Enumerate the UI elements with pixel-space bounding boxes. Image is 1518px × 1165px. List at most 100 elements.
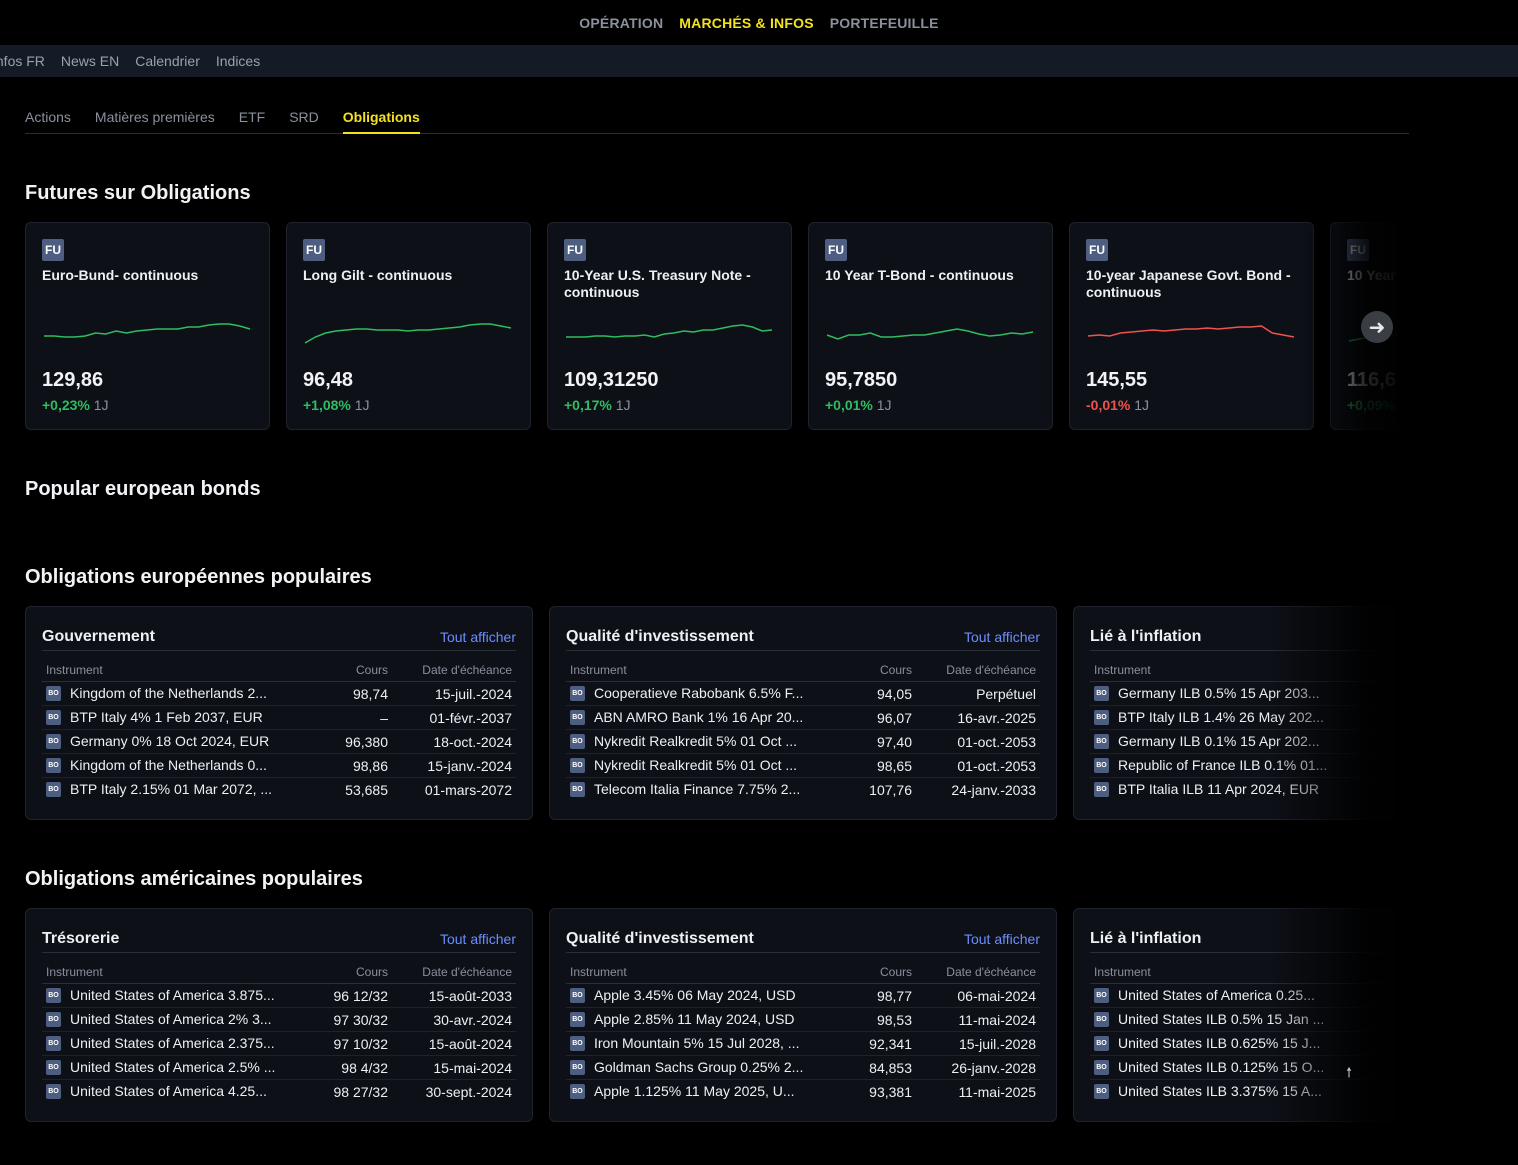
table-row[interactable]: BO Apple 2.85% 11 May 2024, USD 98,53 11-ma… (566, 1007, 1040, 1032)
bond-badge: BO (46, 1011, 61, 1027)
tab-srd[interactable]: SRD (289, 109, 319, 125)
table-row[interactable]: BO Germany ILB 0.1% 15 Apr 202... (1090, 729, 1397, 754)
table-row[interactable]: BO United States of America 2% 3... 97 30/… (42, 1007, 516, 1032)
view-all-link[interactable]: Tout afficher (439, 930, 516, 947)
nav-portefeuille[interactable]: PORTEFEUILLE (829, 14, 939, 31)
bond-instrument: BO United States of America 3.875... (42, 983, 322, 1008)
bond-maturity: 15-août-2033 (392, 983, 516, 1008)
table-row[interactable]: BO Goldman Sachs Group 0.25% 2... 84,853 26… (566, 1055, 1040, 1080)
future-card[interactable]: FU 10-Year U.S. Treasury Note - continuou… (547, 222, 792, 430)
future-name: 10-year Japanese Govt. Bond - continuous (1086, 267, 1291, 300)
table-row[interactable]: BO United States of America 3.875... 96 12… (42, 983, 516, 1008)
table-row[interactable]: BO United States ILB 0.625% 15 J... 95 (1090, 1031, 1397, 1056)
bond-name: BTP Italy ILB 1.4% 26 May 202... (1118, 709, 1324, 726)
bond-price: 98 27/32 (333, 1083, 389, 1100)
bond-price: 98,77 (846, 983, 916, 1008)
bond-instrument: BO Nykredit Realkredit 5% 01 Oct ... (566, 729, 846, 754)
bond-instrument: BO United States of America 0.25... (1090, 983, 1370, 1008)
table-row[interactable]: BO Republic of France ILB 0.1% 01... (1090, 753, 1397, 778)
tab-actions[interactable]: Actions (25, 109, 71, 125)
bond-table: Instrument BO Germany ILB 0.5% 15 Apr 203.… (1090, 661, 1397, 802)
future-card[interactable]: FU 10-year Japanese Govt. Bond - continuo… (1069, 222, 1314, 430)
table-row[interactable]: BO United States of America 2.375... 97 10… (42, 1031, 516, 1056)
bond-price: 92 (1370, 1007, 1397, 1032)
bond-name: Kingdom of the Netherlands 2... (70, 685, 267, 702)
table-row[interactable]: BO Apple 1.125% 11 May 2025, U... 93,381 11… (566, 1080, 1040, 1104)
subnav-news-en[interactable]: News EN (60, 53, 120, 69)
table-row[interactable]: BO ABN AMRO Bank 1% 16 Apr 20... 96,07 16-a… (566, 705, 1040, 730)
arrow-right-icon[interactable]: ➜ (1361, 311, 1393, 343)
view-all-link[interactable]: Tout afficher (439, 628, 516, 645)
bond-instrument: BO United States ILB 0.125% 15 O... (1090, 1055, 1370, 1080)
table-row[interactable]: BO BTP Italia ILB 11 Apr 2024, EUR (1090, 778, 1397, 802)
bond-price: 53,685 (345, 781, 388, 798)
nav-marches-infos[interactable]: MARCHÉS & INFOS (679, 14, 814, 31)
bond-maturity: 11-mai-2025 (958, 1083, 1036, 1100)
bond-card-header: Gouvernement Tout afficher (42, 623, 516, 651)
section-title-popular-eu-en: Popular european bonds (25, 478, 261, 500)
column-header-instrument: Instrument (1090, 661, 1370, 682)
table-row[interactable]: BO BTP Italy 4% 1 Feb 2037, EUR –01-févr.-… (42, 705, 516, 730)
table-row[interactable]: BO Kingdom of the Netherlands 2... 98,74 15… (42, 681, 516, 706)
table-row[interactable]: BO Nykredit Realkredit 5% 01 Oct ... 98,65… (566, 753, 1040, 778)
bond-badge: BO (570, 782, 585, 798)
bond-card: Qualité d'investissement Tout afficher Ins… (549, 908, 1057, 1122)
bond-instrument: BO Kingdom of the Netherlands 2... (42, 681, 322, 706)
bond-name: ABN AMRO Bank 1% 16 Apr 20... (594, 709, 804, 726)
table-row[interactable]: BO Apple 3.45% 06 May 2024, USD 98,77 06-ma… (566, 983, 1040, 1008)
bond-instrument: BO Nykredit Realkredit 5% 01 Oct ... (566, 753, 846, 778)
bond-badge: BO (1094, 1084, 1109, 1100)
table-row[interactable]: BO United States of America 4.25... 98 27/… (42, 1080, 516, 1104)
bond-badge: BO (46, 685, 61, 701)
bond-card-title: Gouvernement (42, 627, 155, 645)
subnav-calendrier[interactable]: Calendrier (135, 53, 200, 69)
section-title-us-bonds: Obligations américaines populaires (25, 868, 363, 890)
table-row[interactable]: BO Iron Mountain 5% 15 Jul 2028, ... 92,34… (566, 1031, 1040, 1056)
bond-price: 109 (1370, 1080, 1397, 1104)
table-header-row: Instrument Cours Date d'échéance (42, 661, 516, 682)
main-nav: OPÉRATION MARCHÉS & INFOS PORTEFEUILLE (0, 0, 1518, 45)
table-row[interactable]: BO United States ILB 3.375% 15 A... 109 (1090, 1080, 1397, 1104)
bond-price: 98,74 (322, 681, 392, 706)
table-row[interactable]: BO Germany ILB 0.5% 15 Apr 203... (1090, 681, 1397, 706)
subnav-infos-fr[interactable]: Infos FR (0, 53, 45, 69)
bond-card-header: Lié à l'inflation (1090, 925, 1397, 953)
table-row[interactable]: BO United States of America 2.5% ... 98 4/… (42, 1055, 516, 1080)
bond-price: 97,40 (846, 729, 916, 754)
future-name: 10-Year U.S. Treasury Note - continuous (564, 267, 751, 300)
tab-etf[interactable]: ETF (238, 109, 266, 125)
change-percent: +0,09% (1347, 397, 1395, 413)
future-card[interactable]: FU Long Gilt - continuous 96,48 +1,08% 1J (286, 222, 531, 430)
bond-badge: BO (570, 987, 585, 1003)
bond-maturity: 01-mars-2072 (424, 781, 512, 798)
bond-instrument: BO BTP Italy 4% 1 Feb 2037, EUR (42, 705, 322, 730)
view-all-link[interactable]: Tout afficher (963, 930, 1040, 947)
bond-price: 96,380 (322, 729, 392, 754)
table-row[interactable]: BO Kingdom of the Netherlands 0... 98,86 15… (42, 753, 516, 778)
tab-matieres-premieres[interactable]: Matières premières (94, 109, 215, 125)
us-bonds-row: Trésorerie Tout afficher Instrument Cours Da… (25, 908, 1397, 1122)
future-card[interactable]: FU Euro-Bund- continuous 129,86 +0,23% 1J (25, 222, 270, 430)
bond-maturity: 15-janv.-2024 (392, 753, 516, 778)
future-price: 109,31250 (564, 369, 659, 391)
table-row[interactable]: BO BTP Italy ILB 1.4% 26 May 202... (1090, 705, 1397, 730)
table-row[interactable]: BO Nykredit Realkredit 5% 01 Oct ... 97,40… (566, 729, 1040, 754)
table-row[interactable]: BO United States of America 0.25... 62 (1090, 983, 1397, 1008)
bond-name: United States ILB 3.375% 15 A... (1118, 1083, 1322, 1100)
future-card[interactable]: FU 10 Year T-Bond - continuous 95,7850 +0,0… (808, 222, 1053, 430)
subnav-indices[interactable]: Indices (215, 53, 261, 69)
bond-instrument: BO ABN AMRO Bank 1% 16 Apr 20... (566, 705, 846, 730)
bond-maturity: 01-oct.-2053 (916, 753, 1040, 778)
table-row[interactable]: BO Germany 0% 18 Oct 2024, EUR 96,380 18-oc… (42, 729, 516, 754)
bond-badge: BO (570, 1059, 585, 1075)
table-row[interactable]: BO United States ILB 0.5% 15 Jan ... 92 (1090, 1007, 1397, 1032)
table-row[interactable]: BO BTP Italy 2.15% 01 Mar 2072, ... 53,685… (42, 778, 516, 802)
table-row[interactable]: BO Telecom Italia Finance 7.75% 2... 107,7… (566, 778, 1040, 802)
tab-obligations[interactable]: Obligations (342, 106, 420, 134)
arrow-up-icon[interactable]: 🠕 (1346, 1064, 1353, 1080)
column-header-maturity: Date d'échéance (392, 963, 516, 984)
nav-operation[interactable]: OPÉRATION (579, 14, 664, 31)
table-row[interactable]: BO Cooperatieve Rabobank 6.5% F... 94,05 Pe… (566, 681, 1040, 706)
view-all-link[interactable]: Tout afficher (963, 628, 1040, 645)
bond-instrument: BO Republic of France ILB 0.1% 01... (1090, 753, 1370, 778)
